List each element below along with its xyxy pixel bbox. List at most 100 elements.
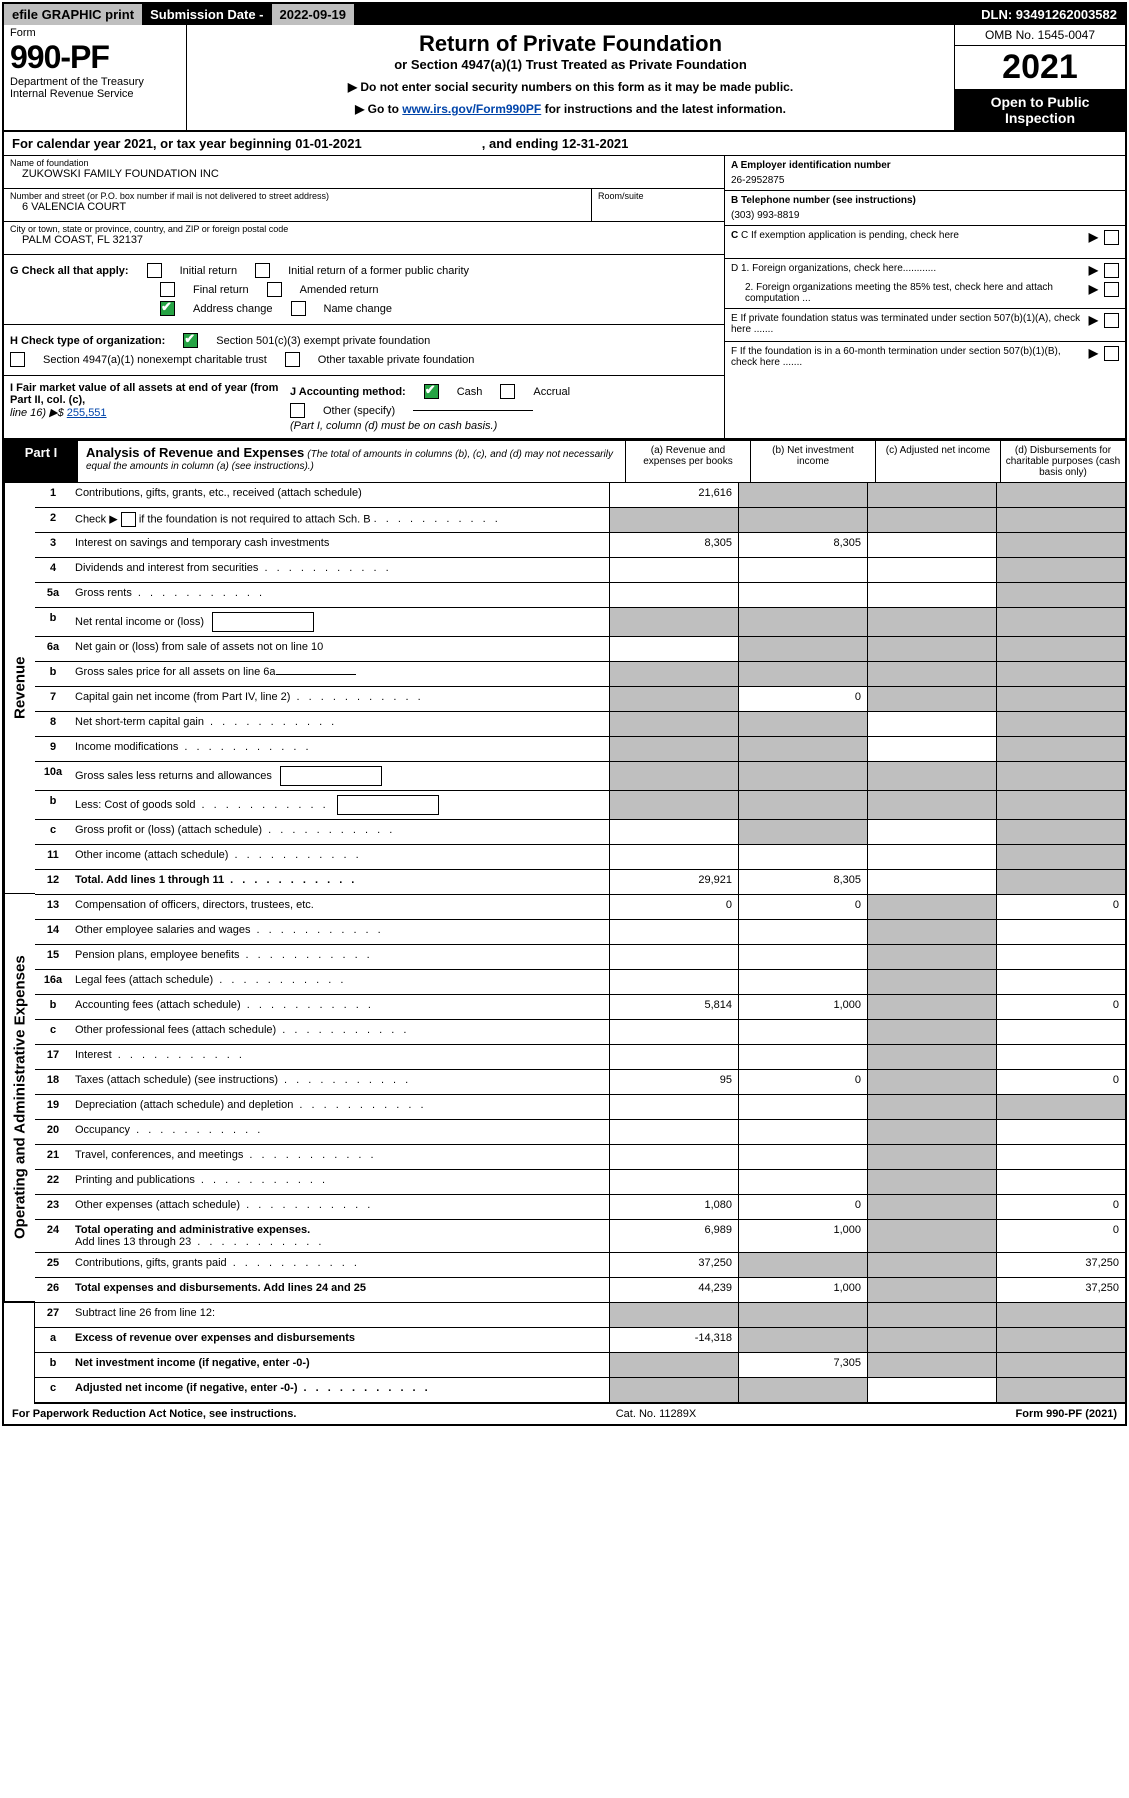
dept-line1: Department of the Treasury — [10, 76, 180, 88]
line-16c-c — [867, 1020, 996, 1044]
line-20-c — [867, 1120, 996, 1144]
foundation-name-cell: Name of foundation ZUKOWSKI FAMILY FOUND… — [4, 156, 724, 189]
initial-return-label: Initial return — [180, 265, 237, 277]
line-18-num: 18 — [35, 1070, 71, 1094]
line-26-a: 44,239 — [609, 1278, 738, 1302]
line-4: 4 Dividends and interest from securities — [35, 557, 1125, 582]
dots-icon — [297, 1382, 430, 1394]
line-2: 2 Check ▶ if the foundation is not requi… — [35, 507, 1125, 532]
other-taxable-label: Other taxable private foundation — [318, 354, 475, 366]
accrual-checkbox[interactable] — [500, 384, 515, 399]
line-10b-d — [996, 791, 1125, 819]
line-20-b — [738, 1120, 867, 1144]
info-right: A Employer identification number 26-2952… — [724, 156, 1125, 438]
line-10c: c Gross profit or (loss) (attach schedul… — [35, 819, 1125, 844]
line-4-num: 4 — [35, 558, 71, 582]
open-public: Open to Public Inspection — [955, 90, 1125, 130]
final-return-checkbox[interactable] — [160, 282, 175, 297]
initial-former-checkbox[interactable] — [255, 263, 270, 278]
d2-checkbox[interactable] — [1104, 282, 1119, 297]
dots-icon — [262, 824, 395, 836]
final-return-label: Final return — [193, 284, 249, 296]
line-6b: b Gross sales price for all assets on li… — [35, 661, 1125, 686]
d1-checkbox[interactable] — [1104, 263, 1119, 278]
schb-checkbox[interactable] — [121, 512, 136, 527]
cash-checkbox[interactable] — [424, 384, 439, 399]
line-16b-desc-text: Accounting fees (attach schedule) — [75, 999, 241, 1011]
line-22-b — [738, 1170, 867, 1194]
line-6a-b — [738, 637, 867, 661]
line-27b-num: b — [35, 1353, 71, 1377]
other-method-checkbox[interactable] — [290, 403, 305, 418]
line-16a: 16a Legal fees (attach schedule) — [35, 969, 1125, 994]
line-16a-desc-text: Legal fees (attach schedule) — [75, 974, 213, 986]
line-22-c — [867, 1170, 996, 1194]
line-24-desc2-text: Add lines 13 through 23 — [75, 1236, 191, 1248]
line-3: 3 Interest on savings and temporary cash… — [35, 532, 1125, 557]
line-11-desc: Other income (attach schedule) — [71, 845, 609, 869]
line-13-desc: Compensation of officers, directors, tru… — [71, 895, 609, 919]
fmv-value[interactable]: 255,551 — [67, 407, 107, 419]
line-10a-desc-text: Gross sales less returns and allowances — [75, 770, 272, 782]
dots-icon — [258, 562, 391, 574]
b-box: B Telephone number (see instructions) (3… — [725, 191, 1125, 226]
initial-return-checkbox[interactable] — [147, 263, 162, 278]
line-18-c — [867, 1070, 996, 1094]
line-6a-a — [609, 637, 738, 661]
submission-date: 2022-09-19 — [272, 4, 355, 25]
dots-icon — [290, 691, 423, 703]
other-taxable-checkbox[interactable] — [285, 352, 300, 367]
i-label: I Fair market value of all assets at end… — [10, 382, 278, 406]
line-1-b — [738, 483, 867, 507]
line-27c-desc-text: Adjusted net income (if negative, enter … — [75, 1382, 297, 1394]
open-line2: Inspection — [955, 110, 1125, 126]
line-25-desc: Contributions, gifts, grants paid — [71, 1253, 609, 1277]
line-10c-a — [609, 820, 738, 844]
line-9-num: 9 — [35, 737, 71, 761]
line-19: 19 Depreciation (attach schedule) and de… — [35, 1094, 1125, 1119]
revenue-body: 1 Contributions, gifts, grants, etc., re… — [35, 483, 1125, 894]
line-2-suffix: if the foundation is not required to att… — [139, 513, 371, 525]
line-27b: b Net investment income (if negative, en… — [35, 1352, 1125, 1377]
line-10c-c — [867, 820, 996, 844]
line-6a-d — [996, 637, 1125, 661]
line-1-c — [867, 483, 996, 507]
form-container: efile GRAPHIC print Submission Date - 20… — [2, 2, 1127, 1426]
line-8-num: 8 — [35, 712, 71, 736]
line-5b: b Net rental income or (loss) — [35, 607, 1125, 636]
e-label: E If private foundation status was termi… — [731, 313, 1089, 335]
line-16c-num: c — [35, 1020, 71, 1044]
line-8-c — [867, 712, 996, 736]
e-checkbox[interactable] — [1104, 313, 1119, 328]
line-20-desc-text: Occupancy — [75, 1124, 130, 1136]
line-14-a — [609, 920, 738, 944]
address-change-checkbox[interactable] — [160, 301, 175, 316]
amended-return-checkbox[interactable] — [267, 282, 282, 297]
4947-checkbox[interactable] — [10, 352, 25, 367]
dots-icon — [195, 799, 328, 811]
f-checkbox[interactable] — [1104, 346, 1119, 361]
j-section: J Accounting method: Cash Accrual Other … — [290, 382, 718, 432]
name-change-checkbox[interactable] — [291, 301, 306, 316]
phone: (303) 993-8819 — [731, 206, 1119, 221]
501c3-checkbox[interactable] — [183, 333, 198, 348]
line-2-prefix: Check ▶ — [75, 513, 121, 525]
line-17-a — [609, 1045, 738, 1069]
line-13-a: 0 — [609, 895, 738, 919]
open-line1: Open to Public — [955, 94, 1125, 110]
line-23-desc: Other expenses (attach schedule) — [71, 1195, 609, 1219]
line-27-d — [996, 1303, 1125, 1327]
form990pf-link[interactable]: www.irs.gov/Form990PF — [402, 102, 541, 116]
line-17-num: 17 — [35, 1045, 71, 1069]
dots-icon — [241, 999, 374, 1011]
line-19-desc: Depreciation (attach schedule) and deple… — [71, 1095, 609, 1119]
line-24-c — [867, 1220, 996, 1252]
c-checkbox[interactable] — [1104, 230, 1119, 245]
line-1: 1 Contributions, gifts, grants, etc., re… — [35, 483, 1125, 507]
line-17-c — [867, 1045, 996, 1069]
line-17-d — [996, 1045, 1125, 1069]
line-18-a: 95 — [609, 1070, 738, 1094]
form-subtitle: or Section 4947(a)(1) Trust Treated as P… — [193, 57, 948, 72]
line-27b-a — [609, 1353, 738, 1377]
line-11-a — [609, 845, 738, 869]
